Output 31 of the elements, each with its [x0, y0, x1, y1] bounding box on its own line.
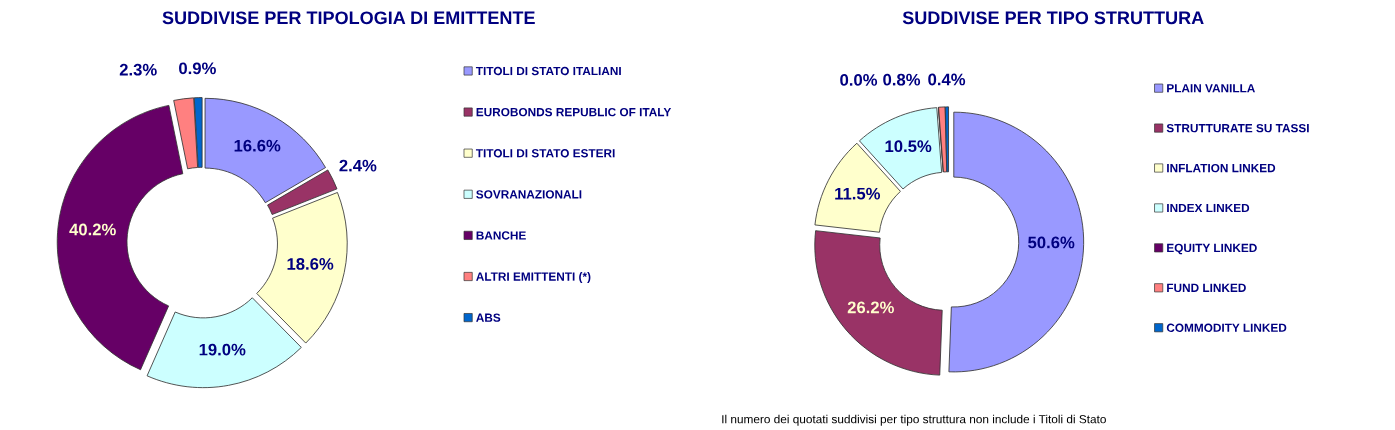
text: Il numero dei quotati suddivisi per tipo struttura non include i Titoli di Stato [722, 414, 1106, 426]
legend-label: TITOLI DI STATO ITALIANI [475, 66, 621, 76]
data-label: 11.5% [835, 187, 881, 200]
legend-label: INFLATION LINKED [1167, 163, 1276, 173]
legend-label: BANCHE [476, 231, 526, 240]
chart-title: SUDDIVISE PER TIPO STRUTTURA [902, 11, 1204, 25]
legend-label: COMMODITY LINKED [1166, 323, 1287, 332]
legend-label: STRUTTURATE SU TASSI [1166, 123, 1309, 133]
data-label: 0.9% [179, 62, 216, 75]
data-label: 0.8% [883, 73, 921, 86]
text: 0.0% [840, 74, 878, 86]
legend-label: ABS [476, 313, 501, 322]
data-label: 0.4% [928, 73, 966, 86]
legend-label: ALTRI EMITTENTI (*) [476, 272, 591, 284]
data-label: 40.2% [69, 223, 116, 236]
legend-label: PLAIN VANILLA [1167, 84, 1255, 93]
data-label: 2.4% [339, 159, 377, 172]
legend-label: EQUITY LINKED [1167, 243, 1257, 255]
legend-label: TITOLI DI STATO ESTERI [475, 149, 615, 158]
data-label: 26.2% [847, 301, 894, 314]
legend-label: FUND LINKED [1167, 283, 1246, 293]
data-label: 10.5% [885, 140, 932, 153]
data-label: 18.6% [287, 258, 334, 270]
data-label: 2.3% [119, 63, 157, 76]
data-label: 16.6% [234, 139, 281, 152]
legend-label: EUROBONDS REPUBLIC OF ITALY [476, 107, 672, 117]
chart-title: SUDDIVISE PER TIPOLOGIA DI EMITTENTE [162, 11, 535, 25]
legend-label: SOVRANAZIONALI [476, 190, 582, 199]
legend-label: INDEX LINKED [1167, 203, 1250, 213]
data-label: 19.0% [199, 343, 246, 356]
data-label: 50.6% [1028, 236, 1075, 249]
